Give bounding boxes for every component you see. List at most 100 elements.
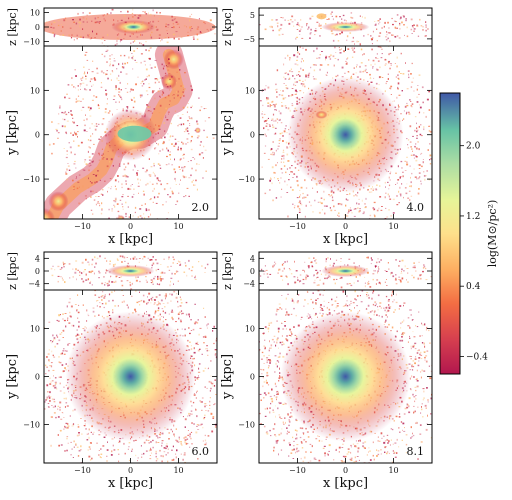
density-pixel [40, 406, 41, 408]
density-pixel [146, 302, 148, 305]
density-pixel [320, 24, 322, 27]
density-pixel [120, 220, 121, 222]
density-pixel [67, 343, 69, 346]
density-pixel [117, 210, 120, 213]
density-pixel [422, 29, 424, 31]
density-pixel [424, 35, 426, 37]
density-pixel [139, 14, 142, 17]
density-pixel [91, 123, 93, 125]
density-pixel [398, 446, 400, 448]
density-pixel [76, 329, 78, 331]
density-pixel [84, 159, 87, 161]
density-pixel [322, 447, 325, 449]
density-pixel [69, 27, 72, 29]
density-pixel [111, 8, 114, 11]
density-pixel [379, 185, 381, 187]
density-pixel [56, 336, 59, 338]
density-pixel [193, 423, 195, 425]
density-pixel [95, 203, 97, 206]
density-pixel [77, 181, 80, 183]
density-pixel [198, 367, 200, 370]
density-pixel [73, 185, 75, 188]
density-pixel [63, 348, 65, 350]
density-pixel [172, 26, 175, 29]
density-pixel [270, 25, 273, 28]
density-pixel [379, 21, 381, 23]
density-pixel [318, 25, 321, 27]
density-pixel [405, 192, 408, 195]
density-pixel [93, 431, 95, 433]
density-pixel [437, 349, 439, 350]
density-pixel [157, 20, 160, 22]
density-pixel [318, 57, 321, 59]
density-pixel [141, 85, 144, 87]
density-pixel [166, 443, 168, 445]
density-pixel [193, 321, 195, 324]
density-pixel [398, 190, 400, 193]
density-pixel [281, 94, 284, 97]
density-pixel [244, 136, 246, 138]
density-pixel [338, 220, 339, 221]
density-pixel [85, 163, 88, 165]
density-pixel [325, 438, 327, 440]
density-pixel [276, 393, 278, 395]
density-pixel [93, 95, 95, 97]
density-pixel [164, 311, 167, 314]
density-pixel [82, 185, 84, 188]
density-pixel [374, 208, 376, 211]
density-pixel [271, 118, 274, 120]
density-pixel [103, 72, 105, 74]
density-pixel [376, 184, 378, 186]
density-pixel [185, 128, 187, 131]
density-pixel [96, 257, 99, 260]
density-pixel [290, 68, 292, 71]
density-pixel [281, 158, 283, 160]
density-pixel [390, 64, 392, 66]
density-pixel [204, 367, 207, 369]
density-pixel [164, 136, 166, 139]
z-tick-label: 10 [30, 8, 40, 17]
density-pixel [59, 406, 61, 409]
density-pixel [73, 324, 75, 327]
density-pixel [132, 16, 134, 18]
density-pixel [143, 300, 145, 303]
density-pixel [260, 100, 262, 102]
density-pixel [262, 111, 263, 112]
density-pixel [325, 74, 328, 76]
density-pixel [420, 180, 422, 182]
density-pixel [164, 306, 166, 308]
density-pixel [131, 295, 133, 297]
density-pixel [203, 342, 205, 344]
density-pixel [71, 77, 73, 79]
density-pixel [345, 204, 347, 207]
density-pixel [325, 205, 328, 207]
density-pixel [380, 209, 383, 211]
density-pixel [287, 430, 288, 432]
density-pixel [65, 363, 67, 365]
density-pixel [379, 46, 381, 48]
density-pixel [298, 24, 300, 26]
density-pixel [415, 176, 417, 178]
density-pixel [364, 206, 367, 209]
density-pixel [149, 47, 152, 49]
density-pixel [153, 299, 155, 301]
density-pixel [422, 388, 425, 390]
density-pixel [65, 131, 67, 134]
density-pixel [346, 214, 348, 217]
density-pixel [409, 309, 411, 311]
density-pixel [214, 426, 217, 428]
density-pixel [170, 265, 172, 267]
density-pixel [52, 27, 55, 29]
density-pixel [104, 40, 106, 41]
density-pixel [117, 449, 119, 451]
density-pixel [165, 295, 167, 298]
density-pixel [97, 17, 99, 19]
density-pixel [54, 386, 57, 389]
density-pixel [301, 26, 303, 28]
density-pixel [207, 435, 210, 437]
density-pixel [414, 145, 416, 148]
density-pixel [59, 105, 61, 107]
density-pixel [153, 14, 155, 17]
density-pixel [413, 24, 415, 26]
density-pixel [185, 313, 188, 316]
